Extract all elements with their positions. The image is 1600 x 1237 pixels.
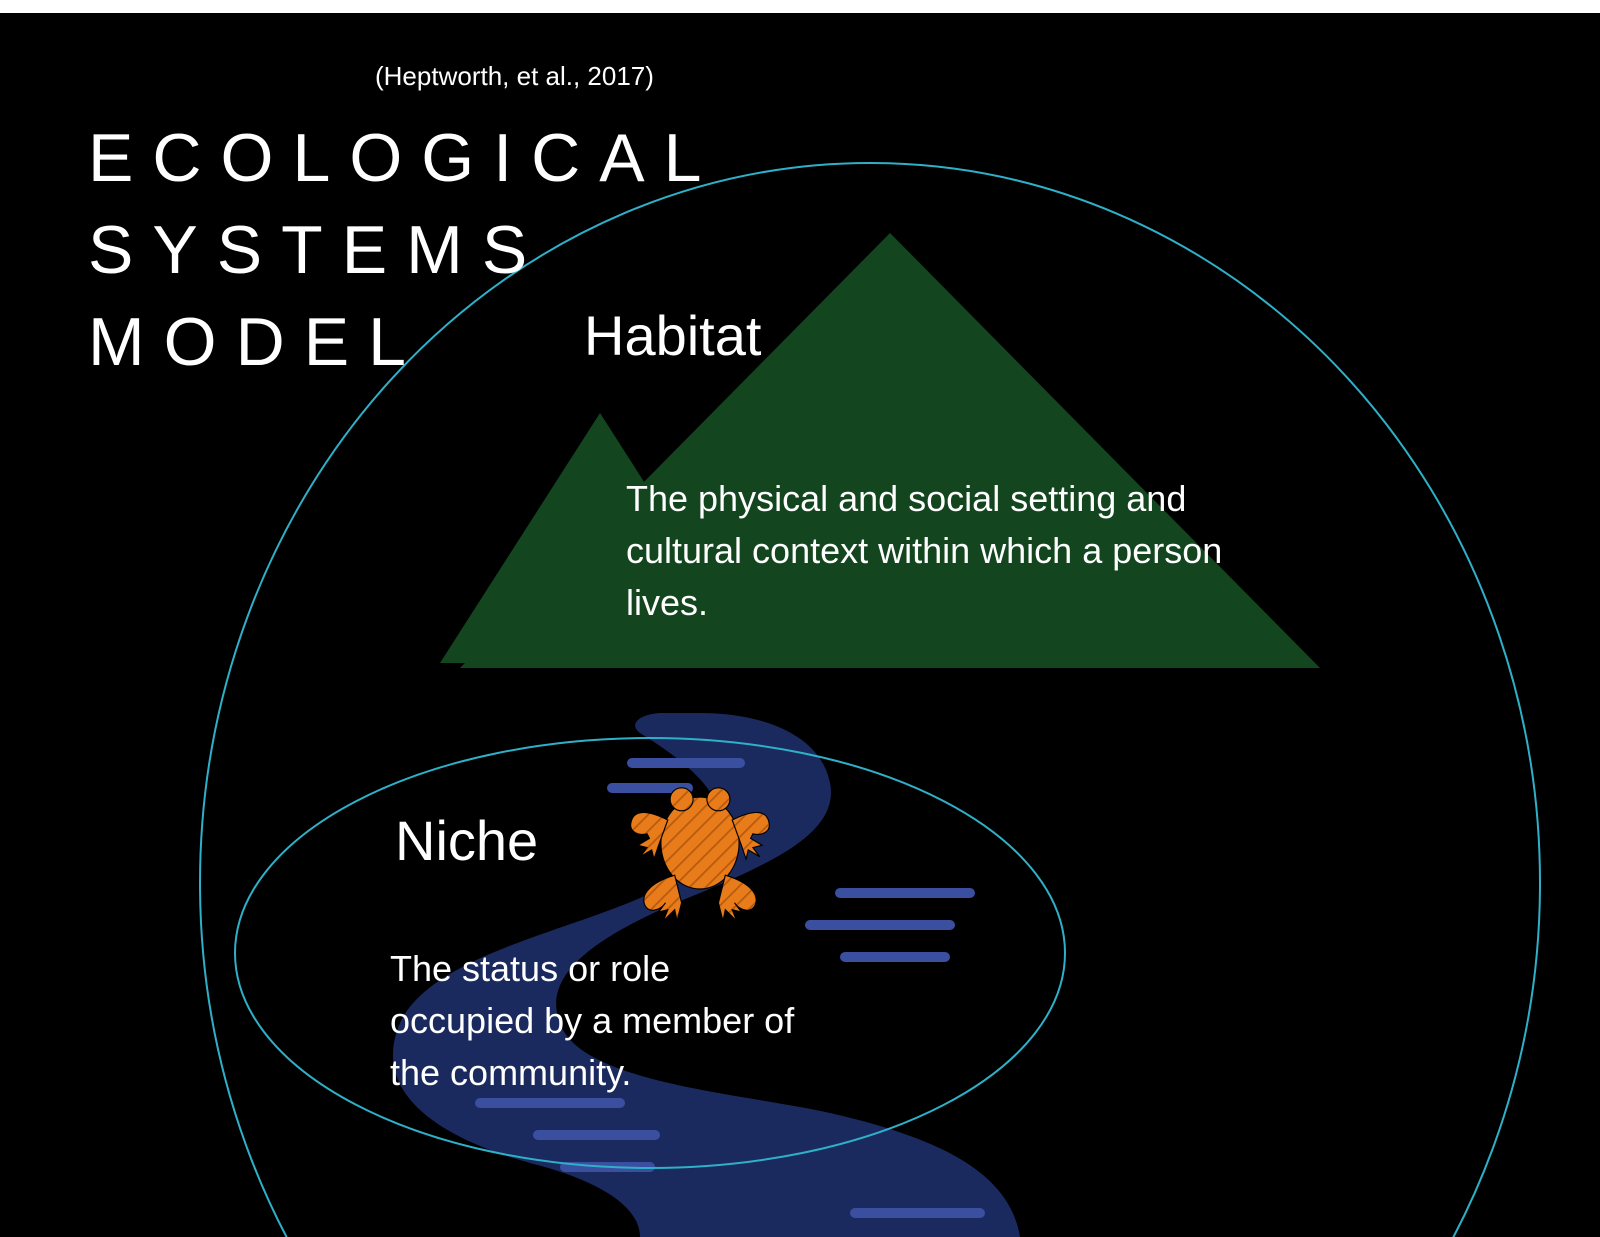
habitat-description: The physical and social setting and cult…	[626, 473, 1256, 630]
slide-canvas: (Heptworth, et al., 2017) ECOLOGICAL SYS…	[0, 13, 1600, 1237]
citation-text: (Heptworth, et al., 2017)	[375, 61, 654, 92]
niche-description: The status or role occupied by a member …	[390, 943, 820, 1100]
title-line-1: ECOLOGICAL	[88, 113, 721, 205]
niche-label: Niche	[395, 808, 538, 873]
title-line-2: SYSTEMS	[88, 205, 721, 297]
habitat-label: Habitat	[584, 303, 761, 368]
